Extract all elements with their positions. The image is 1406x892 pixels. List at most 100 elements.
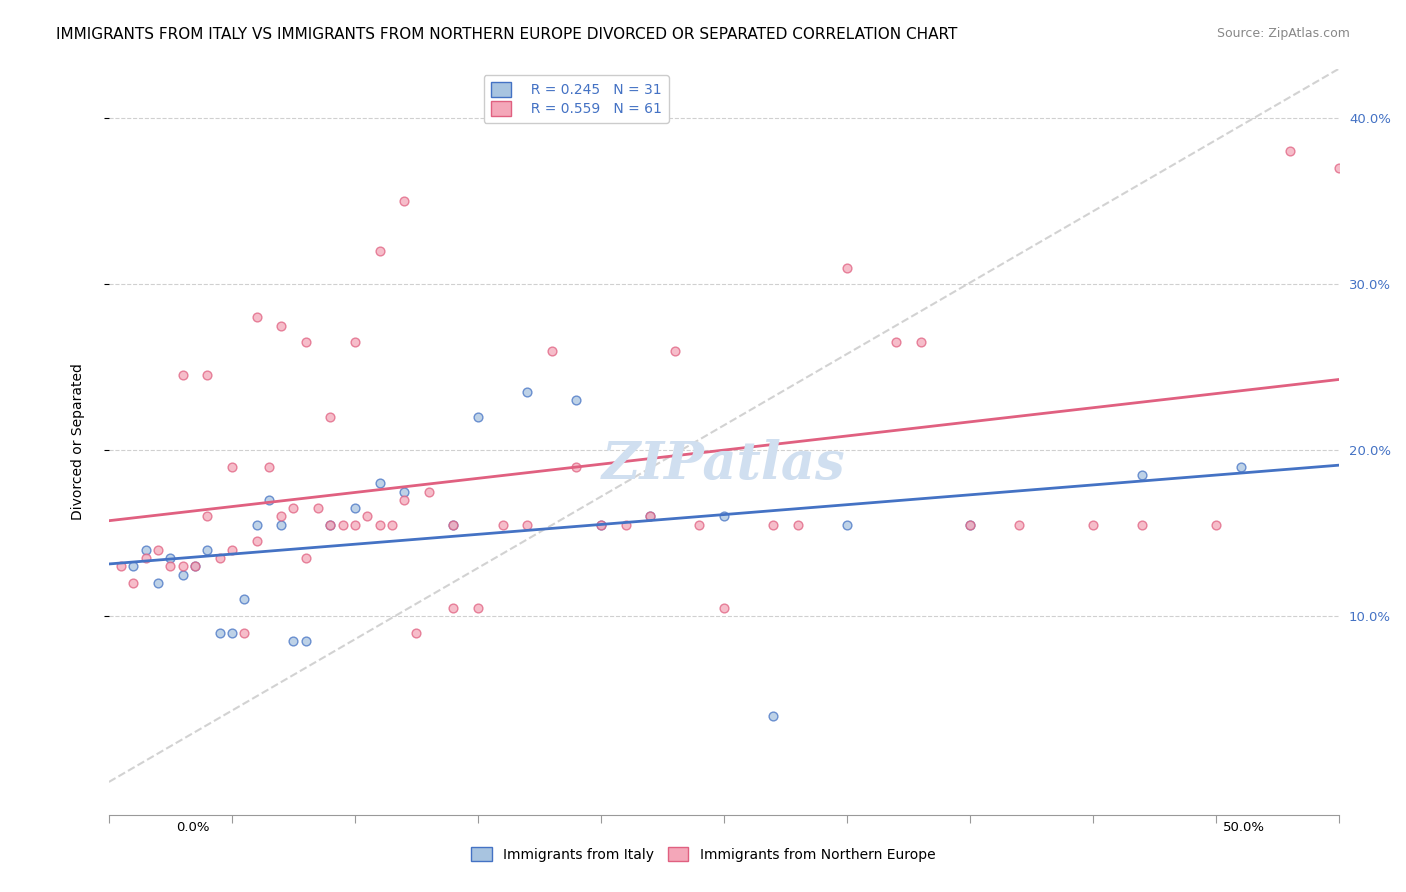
Y-axis label: Divorced or Separated: Divorced or Separated bbox=[72, 363, 86, 520]
Point bbox=[392, 484, 415, 499]
Point bbox=[835, 517, 858, 532]
Point bbox=[516, 517, 538, 532]
Point bbox=[221, 459, 243, 474]
Point bbox=[786, 517, 808, 532]
Point bbox=[257, 492, 280, 507]
Point bbox=[135, 551, 157, 566]
Point bbox=[392, 194, 415, 209]
Point bbox=[294, 634, 316, 648]
Legend: Immigrants from Italy, Immigrants from Northern Europe: Immigrants from Italy, Immigrants from N… bbox=[465, 841, 941, 867]
Point bbox=[441, 600, 464, 615]
Point bbox=[184, 559, 207, 574]
Text: IMMIGRANTS FROM ITALY VS IMMIGRANTS FROM NORTHERN EUROPE DIVORCED OR SEPARATED C: IMMIGRANTS FROM ITALY VS IMMIGRANTS FROM… bbox=[56, 27, 957, 42]
Point bbox=[565, 393, 588, 408]
Point bbox=[319, 409, 342, 424]
Point bbox=[319, 517, 342, 532]
Point bbox=[441, 517, 464, 532]
Point bbox=[307, 501, 329, 516]
Point bbox=[110, 559, 132, 574]
Point bbox=[1205, 517, 1227, 532]
Point bbox=[835, 260, 858, 275]
Point bbox=[565, 459, 588, 474]
Point bbox=[713, 600, 735, 615]
Point bbox=[159, 551, 181, 566]
Point bbox=[221, 542, 243, 557]
Point bbox=[233, 625, 256, 640]
Point bbox=[467, 600, 489, 615]
Point bbox=[664, 343, 686, 358]
Point bbox=[135, 542, 157, 557]
Point bbox=[762, 517, 785, 532]
Point bbox=[172, 368, 194, 383]
Point bbox=[638, 509, 661, 524]
Point bbox=[195, 509, 218, 524]
Point bbox=[208, 551, 231, 566]
Point bbox=[270, 517, 292, 532]
Point bbox=[172, 559, 194, 574]
Point bbox=[405, 625, 427, 640]
Point bbox=[245, 310, 267, 325]
Point bbox=[1329, 161, 1351, 175]
Text: 50.0%: 50.0% bbox=[1223, 821, 1265, 834]
Point bbox=[195, 368, 218, 383]
Point bbox=[614, 517, 637, 532]
Point bbox=[146, 575, 169, 590]
Point bbox=[516, 385, 538, 400]
Point bbox=[1132, 468, 1154, 483]
Point bbox=[1008, 517, 1031, 532]
Text: 0.0%: 0.0% bbox=[176, 821, 209, 834]
Point bbox=[233, 592, 256, 607]
Point bbox=[959, 517, 981, 532]
Point bbox=[1279, 145, 1302, 159]
Point bbox=[184, 559, 207, 574]
Point bbox=[441, 517, 464, 532]
Point bbox=[392, 492, 415, 507]
Point bbox=[884, 335, 907, 350]
Text: ZIPatlas: ZIPatlas bbox=[602, 439, 846, 490]
Point bbox=[910, 335, 932, 350]
Point bbox=[283, 634, 305, 648]
Legend:   R = 0.245   N = 31,   R = 0.559   N = 61: R = 0.245 N = 31, R = 0.559 N = 61 bbox=[484, 76, 669, 123]
Point bbox=[159, 559, 181, 574]
Point bbox=[270, 509, 292, 524]
Point bbox=[1132, 517, 1154, 532]
Point bbox=[221, 625, 243, 640]
Point bbox=[638, 509, 661, 524]
Point bbox=[343, 335, 366, 350]
Point bbox=[122, 559, 145, 574]
Point bbox=[688, 517, 710, 532]
Point bbox=[959, 517, 981, 532]
Point bbox=[195, 542, 218, 557]
Point bbox=[146, 542, 169, 557]
Point bbox=[381, 517, 404, 532]
Point bbox=[368, 244, 391, 258]
Point bbox=[713, 509, 735, 524]
Point bbox=[294, 551, 316, 566]
Point bbox=[356, 509, 378, 524]
Point bbox=[540, 343, 562, 358]
Point bbox=[270, 318, 292, 333]
Point bbox=[245, 534, 267, 549]
Point bbox=[418, 484, 440, 499]
Point bbox=[122, 575, 145, 590]
Point bbox=[319, 517, 342, 532]
Point bbox=[343, 501, 366, 516]
Point bbox=[491, 517, 513, 532]
Point bbox=[332, 517, 354, 532]
Point bbox=[172, 567, 194, 582]
Point bbox=[208, 625, 231, 640]
Point bbox=[1230, 459, 1253, 474]
Point bbox=[257, 459, 280, 474]
Point bbox=[762, 708, 785, 723]
Point bbox=[294, 335, 316, 350]
Point bbox=[589, 517, 612, 532]
Point bbox=[368, 517, 391, 532]
Point bbox=[245, 517, 267, 532]
Point bbox=[343, 517, 366, 532]
Point bbox=[589, 517, 612, 532]
Point bbox=[1083, 517, 1105, 532]
Point bbox=[283, 501, 305, 516]
Point bbox=[368, 476, 391, 491]
Text: Source: ZipAtlas.com: Source: ZipAtlas.com bbox=[1216, 27, 1350, 40]
Point bbox=[467, 409, 489, 424]
